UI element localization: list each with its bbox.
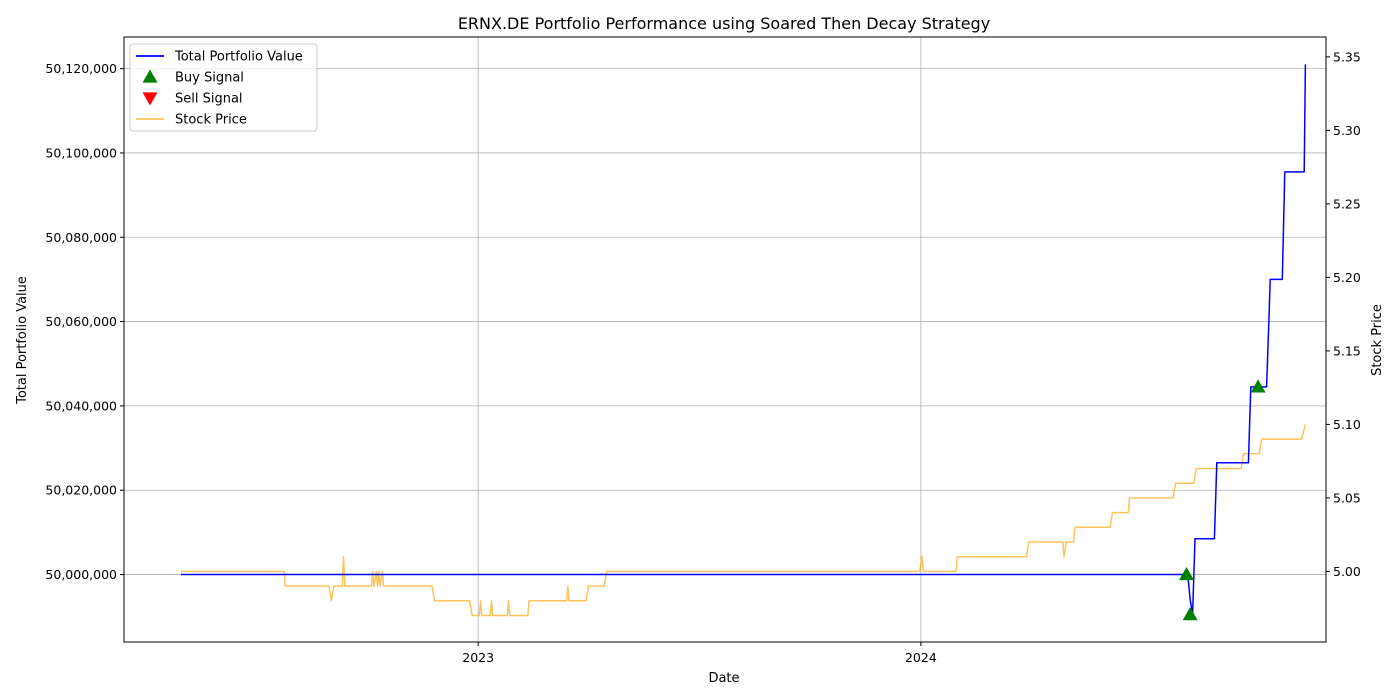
buy-signal-marker xyxy=(1250,379,1266,393)
buy-signal-marker xyxy=(1182,607,1198,621)
legend-label: Sell Signal xyxy=(175,92,243,107)
y2-tick-label: 5.10 xyxy=(1333,417,1361,432)
y2-tick-label: 5.35 xyxy=(1333,49,1361,64)
y-tick-label: 50,120,000 xyxy=(45,61,117,76)
plot-frame xyxy=(123,36,1327,643)
series-layer xyxy=(181,64,1307,621)
y2-tick-label: 5.00 xyxy=(1333,564,1361,579)
portfolio-value-line xyxy=(181,64,1307,616)
y-tick-label: 50,040,000 xyxy=(45,398,117,413)
stock-price-line xyxy=(181,424,1307,617)
legend-label: Buy Signal xyxy=(175,71,244,86)
legend: Total Portfolio Value Buy Signal Sell Sign… xyxy=(129,43,318,132)
axis-ticks: 50,000,000 50,020,000 50,040,000 50,060,000… xyxy=(45,49,1360,665)
buy-signal-marker xyxy=(1179,567,1195,581)
x-tick-label: 2024 xyxy=(905,650,937,665)
y-tick-label: 50,060,000 xyxy=(45,314,117,329)
y2-axis-label: Stock Price xyxy=(1370,304,1385,376)
y-tick-label: 50,000,000 xyxy=(45,567,117,582)
legend-box xyxy=(129,43,318,132)
y2-tick-label: 5.05 xyxy=(1333,490,1361,505)
legend-label: Stock Price xyxy=(175,113,247,128)
chart-title: ERNX.DE Portfolio Performance using Soar… xyxy=(458,14,990,33)
y2-tick-label: 5.25 xyxy=(1333,196,1361,211)
y-tick-label: 50,100,000 xyxy=(45,145,117,160)
y2-tick-label: 5.30 xyxy=(1333,123,1361,138)
y-tick-label: 50,020,000 xyxy=(45,483,117,498)
y-tick-label: 50,080,000 xyxy=(45,230,117,245)
y2-tick-label: 5.20 xyxy=(1333,270,1361,285)
legend-swatch xyxy=(142,69,158,83)
x-axis-label: Date xyxy=(708,671,739,686)
x-tick-label: 2023 xyxy=(462,650,494,665)
legend-swatch xyxy=(142,92,158,106)
legend-label: Total Portfolio Value xyxy=(174,50,303,65)
y-axis-label: Total Portfolio Value xyxy=(15,276,30,405)
y2-tick-label: 5.15 xyxy=(1333,343,1361,358)
